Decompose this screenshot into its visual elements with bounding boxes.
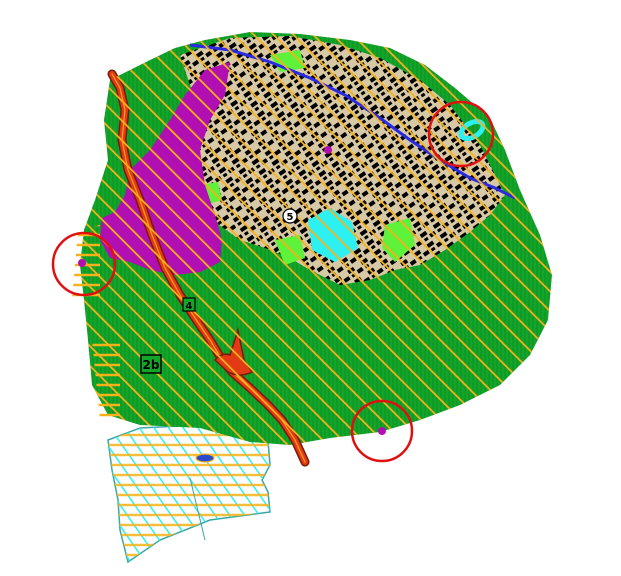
point-markers bbox=[78, 146, 386, 435]
orange-hatch-overlay bbox=[72, 32, 552, 445]
zone-label-2b: 2b bbox=[140, 354, 162, 374]
zone-label-5: 5 bbox=[282, 208, 298, 224]
zone-label-2b-text: 2b bbox=[143, 358, 160, 372]
highlight-circle bbox=[350, 399, 414, 463]
cyan-zone bbox=[107, 424, 271, 564]
zone-label-5-text: 5 bbox=[287, 212, 294, 223]
zone-label-4: 4 bbox=[182, 297, 196, 312]
zone-label-4-text: 4 bbox=[186, 301, 193, 312]
highlight-circles bbox=[51, 100, 495, 463]
highlight-circle bbox=[51, 231, 117, 297]
highlight-circle bbox=[427, 100, 495, 168]
